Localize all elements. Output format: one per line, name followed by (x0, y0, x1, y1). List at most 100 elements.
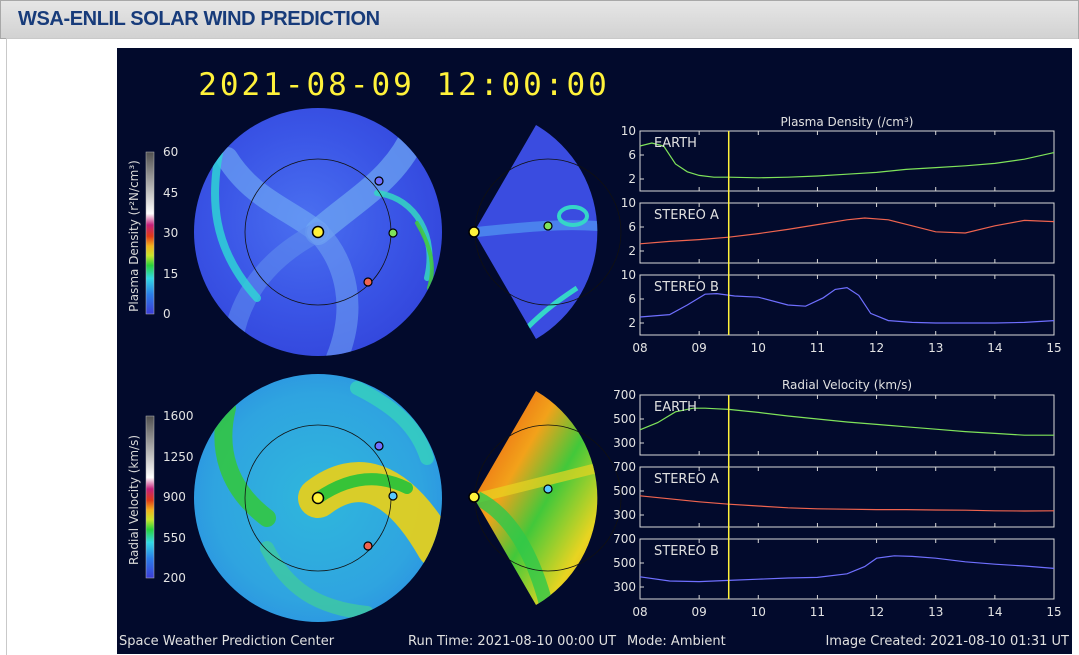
timeseries-plots: Plasma Density (/cm³) 10 6 2 EARTH 10 6 2 STEREO… (613, 115, 1062, 619)
plot-frame (639, 538, 1055, 600)
stereo-a-marker (363, 277, 373, 287)
x-tick-label: 10 (751, 341, 766, 355)
velocity-wedge (474, 391, 598, 605)
x-tick-label: 12 (869, 605, 884, 619)
panel-label: STEREO B (654, 544, 719, 559)
density-meridional-plot (474, 125, 622, 339)
y-tick-label: 6 (628, 148, 636, 162)
series-line-earth (639, 407, 1054, 436)
y-tick-label: 700 (613, 460, 636, 474)
y-tick-label: 10 (621, 196, 636, 210)
density-colorbar-scale (145, 151, 155, 315)
x-tick-label: 09 (692, 605, 707, 619)
y-tick-label: 300 (613, 508, 636, 522)
footer-center: Space Weather Prediction Center (119, 634, 335, 649)
page-header: WSA-ENLIL SOLAR WIND PREDICTION (0, 0, 1079, 39)
plot-frame (639, 274, 1055, 336)
y-tick-label: 2 (628, 244, 636, 258)
velocity-stream (260, 541, 374, 620)
x-tick-label: 10 (751, 605, 766, 619)
density-wedge (474, 125, 598, 339)
y-tick-label: 500 (613, 484, 636, 498)
plot-frame (639, 202, 1055, 264)
density-stream (415, 221, 434, 290)
density-stream (525, 285, 579, 330)
earth-marker (388, 228, 398, 238)
chart-title: Radial Velocity (km/s) (782, 378, 912, 392)
footer-run-time: Run Time: 2021-08-10 00:00 UT (408, 634, 616, 649)
markers (311, 176, 553, 551)
x-tick-label: 09 (692, 341, 707, 355)
velocity-stream (312, 473, 413, 504)
stereo-b-marker (374, 176, 384, 186)
plot-frame (639, 130, 1055, 192)
y-tick-label: 700 (613, 388, 636, 402)
y-tick-label: 2 (628, 172, 636, 186)
y-tick-label: 6 (628, 220, 636, 234)
stereo-a-marker (363, 541, 373, 551)
density-tick: 45 (163, 186, 178, 200)
series-line-stereo-b (639, 555, 1055, 583)
x-tick-label: 14 (987, 341, 1002, 355)
velocity-tick: 200 (163, 571, 186, 585)
sun-marker (311, 491, 325, 505)
content-panel (6, 38, 1078, 655)
y-tick-label: 500 (613, 412, 636, 426)
density-stream (307, 221, 359, 356)
y-tick-label: 10 (621, 268, 636, 282)
series-line-stereo-b (639, 286, 1055, 324)
y-tick-label: 700 (613, 532, 636, 546)
sun-marker (468, 491, 480, 503)
y-tick-label: 500 (613, 556, 636, 570)
page-title: WSA-ENLIL SOLAR WIND PREDICTION (18, 8, 380, 30)
panel-label: STEREO A (654, 208, 719, 223)
footer-mode: Mode: Ambient (627, 634, 726, 649)
panel-label: STEREO B (654, 280, 719, 295)
x-tick-label: 15 (1046, 605, 1061, 619)
velocity-tick: 1600 (163, 409, 194, 423)
y-tick-label: 300 (613, 436, 636, 450)
velocity-meridional-plot (474, 391, 622, 605)
velocity-stream (214, 399, 276, 527)
density-tick: 30 (163, 226, 178, 240)
x-tick-label: 12 (869, 341, 884, 355)
density-tick: 60 (163, 145, 178, 159)
panel-label: EARTH (654, 136, 697, 151)
density-stream (216, 147, 329, 243)
density-stream (476, 220, 598, 237)
x-tick-label: 11 (810, 605, 825, 619)
velocity-colorbar-scale (145, 415, 155, 579)
earth-marker (388, 491, 398, 501)
earth-marker (543, 484, 553, 494)
series-line-stereo-a (639, 217, 1055, 245)
density-stream (211, 139, 261, 302)
velocity-stream (475, 463, 598, 503)
density-colorbar: Plasma Density (r²N/cm³) 60 45 30 15 0 (127, 145, 178, 321)
density-tick: 15 (163, 267, 178, 281)
velocity-stream (350, 381, 434, 465)
sun-marker (468, 226, 480, 238)
series-line-earth (639, 142, 1055, 179)
velocity-tick: 900 (163, 490, 186, 504)
velocity-tick: 1250 (163, 450, 194, 464)
velocity-stream (474, 491, 554, 605)
series-line-stereo-a (639, 495, 1055, 512)
density-stream (557, 205, 589, 227)
x-tick-label: 08 (632, 341, 647, 355)
x-tick-label: 13 (928, 605, 943, 619)
footer-image-created: Image Created: 2021-08-10 01:31 UT (825, 634, 1069, 649)
density-tick: 0 (163, 307, 171, 321)
panel-label: EARTH (654, 400, 697, 415)
enlil-figure: 2021-08-09 12:00:00 Plasma Density (r²N/… (117, 48, 1072, 654)
timestamp: 2021-08-09 12:00:00 (198, 67, 610, 103)
x-tick-label: 13 (928, 341, 943, 355)
density-colorbar-label: Plasma Density (r²N/cm³) (127, 160, 141, 312)
x-tick-label: 08 (632, 605, 647, 619)
y-tick-label: 6 (628, 292, 636, 306)
y-tick-label: 10 (621, 124, 636, 138)
x-tick-label: 15 (1046, 341, 1061, 355)
stereo-b-marker (374, 441, 384, 451)
sun-marker (311, 225, 325, 239)
plot-frame (639, 394, 1055, 456)
x-tick-label: 11 (810, 341, 825, 355)
